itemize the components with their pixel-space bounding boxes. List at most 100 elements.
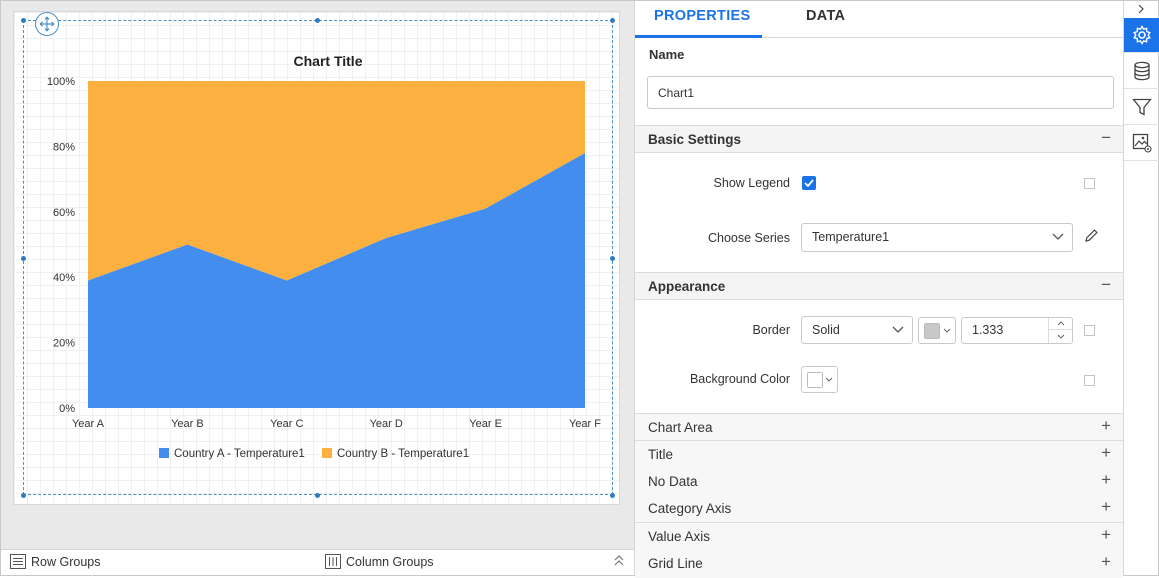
- chevron-down-icon: [825, 377, 833, 382]
- design-surface: Chart Title 0% 20% 40% 60% 80% 100% Year A Yea…: [1, 1, 634, 549]
- section-title: Grid Line: [648, 556, 703, 571]
- database-icon[interactable]: [1124, 54, 1159, 89]
- x-tick-label: Year A: [72, 418, 105, 430]
- edit-series-pencil-icon[interactable]: [1084, 228, 1099, 246]
- x-tick-label: Year F: [569, 418, 601, 430]
- report-canvas[interactable]: Chart Title 0% 20% 40% 60% 80% 100% Year A Yea…: [13, 11, 620, 505]
- resize-handle-top[interactable]: [315, 18, 320, 23]
- border-style-value: Solid: [812, 323, 840, 337]
- border-color-picker[interactable]: [918, 317, 956, 344]
- filter-icon[interactable]: [1124, 90, 1159, 125]
- column-groups-icon: [325, 554, 341, 569]
- area-series-2[interactable]: [88, 81, 585, 281]
- section-grid-line[interactable]: Grid Line +: [635, 550, 1123, 578]
- resize-handle-left[interactable]: [21, 256, 26, 261]
- legend-swatch: [159, 448, 169, 458]
- x-tick-label: Year E: [469, 418, 502, 430]
- border-width-input[interactable]: 1.333: [961, 317, 1073, 344]
- expand-icon[interactable]: +: [1101, 416, 1111, 435]
- show-legend-checkbox[interactable]: [802, 176, 816, 190]
- panel-tabs: PROPERTIES DATA: [635, 1, 1123, 38]
- legend-label: Country A - Temperature1: [174, 448, 305, 460]
- column-groups-toggle[interactable]: Column Groups: [325, 554, 434, 569]
- border-style-dropdown[interactable]: Solid: [801, 316, 913, 344]
- expand-icon[interactable]: +: [1101, 552, 1111, 571]
- background-expression-checkbox[interactable]: [1084, 375, 1095, 386]
- legend-item[interactable]: Country A - Temperature1: [159, 448, 305, 460]
- border-label: Border: [752, 323, 790, 337]
- section-title: Category Axis: [648, 501, 732, 516]
- collapse-icon[interactable]: −: [1101, 128, 1111, 147]
- basic-settings-title: Basic Settings: [648, 132, 742, 147]
- y-tick-label: 80%: [53, 141, 75, 153]
- move-handle-icon[interactable]: [35, 12, 59, 36]
- tab-data[interactable]: DATA: [806, 8, 846, 24]
- border-expression-checkbox[interactable]: [1084, 325, 1095, 336]
- choose-series-label: Choose Series: [708, 231, 790, 245]
- row-groups-toggle[interactable]: Row Groups: [10, 554, 100, 569]
- legend-label: Country B - Temperature1: [337, 448, 469, 460]
- appearance-title: Appearance: [648, 279, 726, 294]
- expand-icon[interactable]: +: [1101, 470, 1111, 489]
- chevron-down-icon: [892, 326, 904, 333]
- basic-settings-header[interactable]: Basic Settings −: [635, 125, 1123, 153]
- chevron-down-icon: [1052, 233, 1064, 240]
- resize-handle-top-right[interactable]: [610, 18, 615, 23]
- legend-item[interactable]: Country B - Temperature1: [322, 448, 469, 460]
- border-width-value: 1.333: [972, 323, 1004, 337]
- y-tick-label: 40%: [53, 272, 75, 284]
- name-input[interactable]: [647, 76, 1114, 109]
- double-chevron-up-icon[interactable]: [614, 555, 624, 570]
- section-chart-area[interactable]: Chart Area +: [635, 413, 1123, 441]
- resize-handle-bottom-right[interactable]: [610, 493, 615, 498]
- choose-series-value: Temperature1: [812, 230, 890, 244]
- background-color-label: Background Color: [689, 372, 790, 386]
- row-groups-icon: [10, 554, 26, 569]
- border-width-spinner: [1048, 318, 1072, 343]
- chart-title: Chart Title: [294, 53, 363, 69]
- section-title: No Data: [648, 474, 698, 489]
- column-groups-label: Column Groups: [346, 554, 434, 569]
- expand-icon[interactable]: +: [1101, 497, 1111, 516]
- area-series-1[interactable]: [88, 152, 585, 408]
- resize-handle-right[interactable]: [610, 256, 615, 261]
- show-legend-expression-checkbox[interactable]: [1084, 178, 1095, 189]
- x-tick-label: Year D: [370, 418, 403, 430]
- chevron-right-icon[interactable]: [1124, 1, 1159, 16]
- resize-handle-bottom[interactable]: [315, 493, 320, 498]
- name-label: Name: [649, 47, 685, 62]
- section-category-axis[interactable]: Category Axis +: [635, 495, 1123, 523]
- section-title-settings[interactable]: Title +: [635, 441, 1123, 469]
- section-no-data[interactable]: No Data +: [635, 468, 1123, 496]
- x-tick-label: Year C: [270, 418, 303, 430]
- spin-up-icon[interactable]: [1049, 318, 1072, 330]
- image-settings-icon[interactable]: [1124, 126, 1159, 161]
- groups-bar: Row Groups Column Groups: [1, 549, 634, 575]
- resize-handle-top-left[interactable]: [21, 18, 26, 23]
- choose-series-dropdown[interactable]: Temperature1: [801, 223, 1073, 252]
- background-color-swatch: [807, 372, 823, 388]
- legend-swatch: [322, 448, 332, 458]
- row-groups-label: Row Groups: [31, 554, 101, 569]
- collapse-icon[interactable]: −: [1101, 275, 1111, 294]
- section-title: Value Axis: [648, 529, 711, 544]
- checkmark-icon: [804, 179, 814, 187]
- resize-handle-bottom-left[interactable]: [21, 493, 26, 498]
- y-tick-label: 60%: [53, 207, 75, 219]
- tab-properties[interactable]: PROPERTIES: [654, 8, 751, 24]
- expand-icon[interactable]: +: [1101, 443, 1111, 462]
- spin-down-icon[interactable]: [1049, 330, 1072, 342]
- expand-icon[interactable]: +: [1101, 525, 1111, 544]
- x-tick-label: Year B: [171, 418, 204, 430]
- y-tick-label: 0%: [59, 403, 75, 415]
- appearance-header[interactable]: Appearance −: [635, 272, 1123, 300]
- background-color-picker[interactable]: [801, 366, 838, 393]
- section-value-axis[interactable]: Value Axis +: [635, 523, 1123, 551]
- area-chart[interactable]: Chart Title 0% 20% 40% 60% 80% 100% Year A Yea…: [14, 12, 621, 506]
- y-tick-label: 20%: [53, 338, 75, 350]
- section-title: Chart Area: [648, 420, 713, 435]
- border-color-swatch: [924, 323, 940, 339]
- show-legend-label: Show Legend: [713, 176, 790, 190]
- gear-icon[interactable]: [1124, 18, 1159, 53]
- y-tick-label: 100%: [47, 76, 75, 88]
